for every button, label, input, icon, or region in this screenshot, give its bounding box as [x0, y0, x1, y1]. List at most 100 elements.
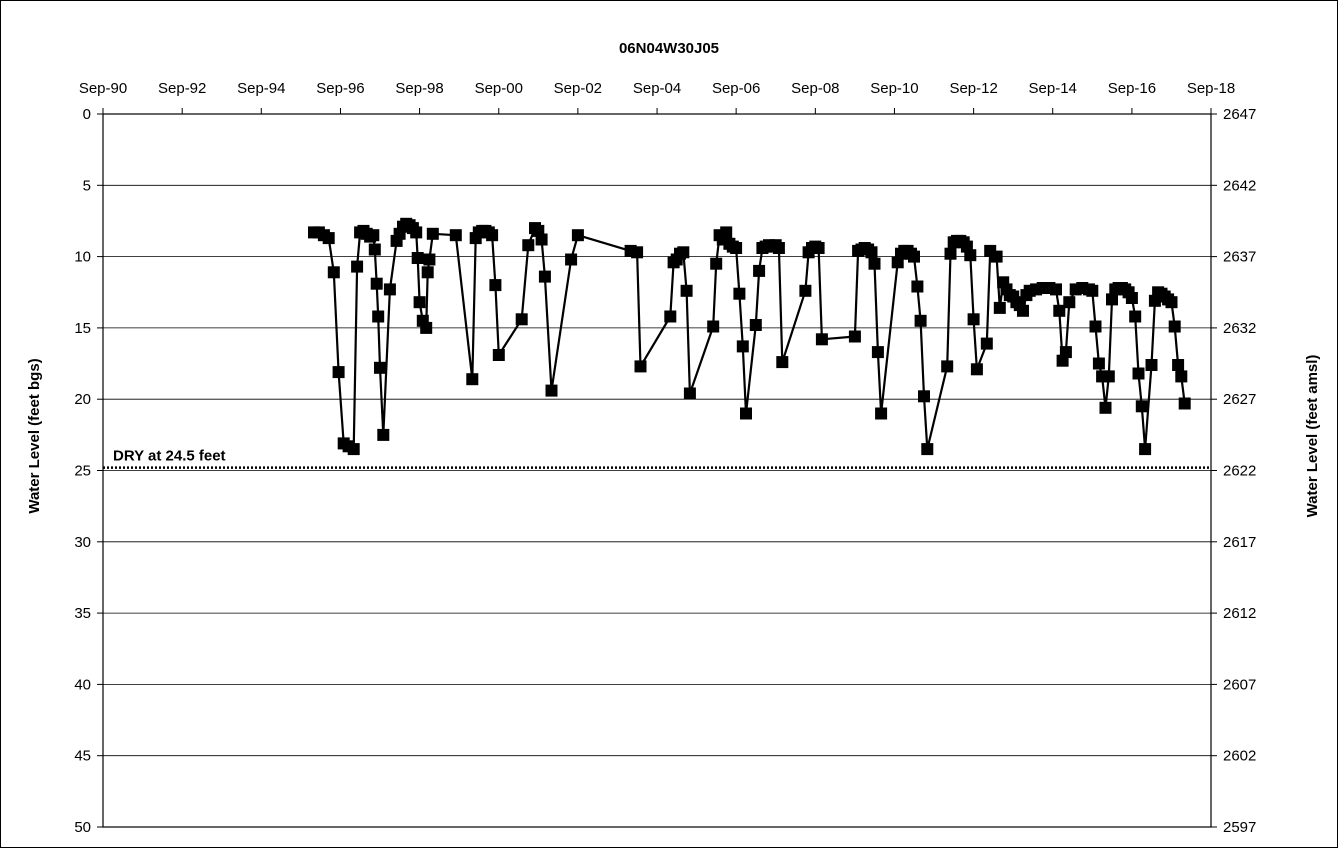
data-point	[1175, 370, 1188, 383]
data-point	[865, 246, 878, 259]
x-tick-label: Sep-96	[316, 80, 364, 97]
data-point	[944, 247, 957, 260]
data-point	[733, 287, 746, 300]
y-axis-right-title: Water Level (feet amsl)	[1304, 355, 1321, 518]
data-point	[1139, 443, 1152, 456]
data-point	[368, 243, 381, 256]
data-point	[374, 361, 386, 374]
data-point	[772, 242, 785, 254]
data-point	[535, 233, 548, 246]
data-point	[1017, 304, 1029, 317]
data-point	[522, 239, 535, 252]
y-left-tick-label: 45	[74, 748, 91, 765]
data-point	[680, 284, 693, 297]
x-tick-label: Sep-18	[1187, 80, 1235, 97]
data-point	[707, 320, 720, 333]
data-point	[967, 313, 980, 326]
data-point	[1178, 397, 1191, 410]
data-point	[1089, 320, 1102, 333]
data-point	[420, 321, 433, 334]
data-point	[918, 390, 930, 403]
data-point	[736, 340, 749, 353]
y-left-tick-label: 15	[74, 320, 91, 337]
data-point	[571, 229, 584, 242]
x-tick-label: Sep-14	[1029, 80, 1077, 97]
data-point	[423, 253, 436, 266]
y-right-tick-label: 2642	[1223, 177, 1256, 194]
data-point	[730, 242, 743, 254]
axes: 0 2647 5 2642 10 2637 15 2632 20 2627 25 2622 30 2617…	[74, 80, 1256, 836]
data-point	[776, 356, 789, 369]
data-point	[545, 384, 558, 397]
data-point	[908, 250, 920, 263]
data-point	[322, 232, 335, 245]
data-point	[1050, 283, 1062, 296]
data-point	[1172, 359, 1185, 371]
data-point	[911, 280, 924, 293]
data-point	[332, 366, 345, 379]
x-tick-label: Sep-00	[475, 80, 523, 97]
data-point	[372, 310, 385, 323]
data-point	[486, 229, 499, 242]
data-point	[1086, 284, 1099, 297]
y-left-tick-label: 40	[74, 676, 91, 693]
data-point	[1145, 359, 1158, 371]
data-point	[871, 346, 884, 359]
data-point	[1135, 400, 1148, 413]
y-right-tick-label: 2627	[1223, 391, 1256, 408]
x-tick-label: Sep-98	[395, 80, 443, 97]
data-point	[980, 337, 993, 350]
x-tick-label: Sep-12	[949, 80, 997, 97]
y-left-tick-label: 20	[74, 391, 91, 408]
data-point	[1092, 357, 1105, 370]
data-point	[377, 428, 390, 441]
data-point	[710, 257, 723, 270]
data-point	[351, 260, 364, 273]
y-right-tick-label: 2602	[1223, 748, 1256, 765]
y-right-tick-label: 2617	[1223, 534, 1256, 551]
data-point	[815, 333, 828, 346]
data-point	[868, 257, 881, 270]
reference-line-group: DRY at 24.5 feet	[103, 448, 1211, 469]
y-right-tick-label: 2637	[1223, 249, 1256, 266]
gridlines	[103, 113, 1211, 828]
y-right-tick-label: 2612	[1223, 605, 1256, 622]
data-point	[449, 229, 462, 242]
data-point	[753, 264, 766, 277]
data-point	[664, 310, 677, 323]
data-point	[631, 246, 644, 259]
x-tick-label: Sep-16	[1108, 80, 1156, 97]
data-point	[565, 253, 578, 266]
series-group	[308, 217, 1191, 456]
data-point	[1059, 346, 1072, 359]
data-point	[749, 319, 762, 331]
data-point	[1106, 293, 1118, 306]
data-point	[1099, 401, 1112, 414]
data-point	[347, 443, 360, 456]
data-point	[327, 266, 340, 279]
y-right-tick-label: 2607	[1223, 676, 1256, 693]
data-point	[941, 360, 954, 373]
data-point	[426, 227, 439, 240]
data-point	[515, 313, 528, 326]
y-left-tick-label: 50	[74, 819, 91, 836]
y-left-tick-label: 10	[74, 249, 91, 266]
data-point	[914, 314, 927, 327]
x-tick-label: Sep-94	[237, 80, 285, 97]
data-point	[1063, 296, 1076, 309]
data-point	[634, 360, 647, 373]
y-right-tick-label: 2597	[1223, 819, 1256, 836]
data-point	[1168, 320, 1181, 333]
data-point	[993, 301, 1006, 314]
data-point	[1129, 310, 1142, 323]
y-left-tick-label: 25	[74, 463, 91, 480]
y-left-tick-label: 35	[74, 605, 91, 622]
data-point	[370, 277, 383, 290]
x-tick-label: Sep-06	[712, 80, 760, 97]
data-point	[466, 373, 479, 386]
data-point	[410, 226, 423, 239]
data-point	[421, 266, 434, 279]
data-point	[720, 226, 733, 239]
x-tick-label: Sep-08	[791, 80, 839, 97]
